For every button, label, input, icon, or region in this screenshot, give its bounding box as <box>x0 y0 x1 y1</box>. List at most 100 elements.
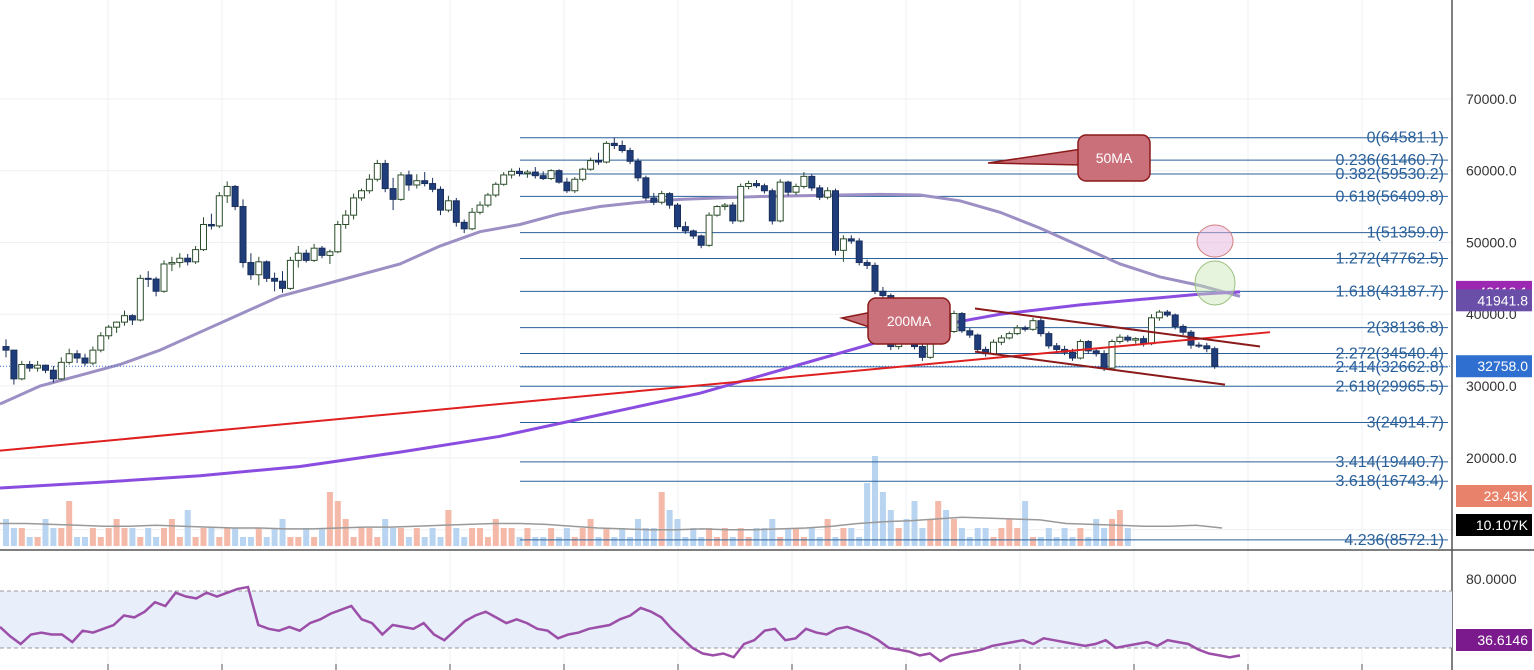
candle-body <box>1132 338 1140 341</box>
candle-body <box>1005 333 1013 339</box>
candle-body <box>381 162 389 190</box>
candle-body <box>271 277 279 282</box>
volume-bar <box>840 528 847 546</box>
candle-body <box>721 204 729 208</box>
candle-body <box>358 190 365 199</box>
volume-bar <box>453 528 460 546</box>
volume-bar <box>263 537 270 546</box>
candle-body <box>958 313 966 332</box>
price-tick-label: 20000.0 <box>1466 450 1517 466</box>
candle-body <box>318 247 326 256</box>
candle-body <box>136 277 144 321</box>
rsi-tag: 36.6146 <box>1477 632 1528 648</box>
candle-body <box>294 252 302 261</box>
candle-body <box>81 357 89 364</box>
candle-body <box>966 330 974 336</box>
volume-bar <box>224 528 231 546</box>
candle-body <box>42 364 49 371</box>
candles <box>2 137 1219 385</box>
candle-body <box>618 145 626 152</box>
volume-bar <box>1101 528 1108 546</box>
volume-bar <box>66 501 73 546</box>
volume-bar <box>1037 537 1044 546</box>
volume-bar <box>34 537 41 546</box>
candle-body <box>974 334 982 350</box>
candle-body <box>350 197 358 216</box>
candle-body <box>863 262 871 266</box>
volume-bar <box>1022 501 1029 546</box>
volume-bar <box>437 537 444 546</box>
volume-bar <box>18 528 25 546</box>
volume-bar <box>1109 519 1115 546</box>
candle-body <box>1100 353 1108 369</box>
volume-bar <box>247 537 254 546</box>
fib-label: 1.618(43187.7) <box>1335 283 1444 300</box>
volume-bar <box>548 528 555 546</box>
volume-bar <box>887 510 894 546</box>
candle-body <box>587 160 595 170</box>
candle-body <box>1203 345 1211 350</box>
volume-bar <box>334 501 341 546</box>
volume-bar <box>1006 519 1013 546</box>
candle-body <box>563 181 571 192</box>
volume-bar <box>808 528 815 546</box>
volume-bar <box>895 528 902 546</box>
volume-bar <box>492 519 499 546</box>
candle-body <box>1053 345 1061 350</box>
volume-bar <box>129 528 136 546</box>
volume-bar <box>82 537 88 546</box>
candle-body <box>950 313 958 332</box>
volume-bar <box>1116 510 1123 546</box>
volume-bar <box>287 537 294 546</box>
candle-body <box>555 170 563 183</box>
volume-bar <box>461 537 468 546</box>
candle-body <box>413 180 421 186</box>
fib-label: 2.272(34540.4) <box>1335 345 1444 362</box>
fib-retracement: 0(64581.1) 0.236(61460.7)0.382(59530.2) 0.… <box>520 130 1448 549</box>
volume-bar <box>785 528 792 546</box>
volume-bar <box>413 528 420 546</box>
rsi-line <box>0 585 1241 663</box>
volume-bar <box>216 537 223 546</box>
volume-bar <box>563 528 570 546</box>
candle-body <box>437 188 444 211</box>
candle-body <box>263 261 271 279</box>
volume-bar <box>595 537 602 546</box>
volume-bar <box>1124 528 1131 546</box>
candle-body <box>373 162 381 180</box>
volume-bar <box>200 528 207 546</box>
candle-body <box>389 188 397 200</box>
volume-bar <box>1014 528 1021 546</box>
candle-body <box>239 206 247 264</box>
volume-bar <box>421 537 428 546</box>
candle-body <box>705 214 713 246</box>
fib-label: 1.272(47762.5) <box>1335 251 1444 268</box>
volume-bar <box>74 537 81 546</box>
candle-body <box>1171 314 1179 327</box>
trendlines <box>0 224 1271 452</box>
volume-bar <box>358 528 365 546</box>
volume-bar <box>571 537 578 546</box>
volume-bar <box>382 519 389 546</box>
candle-body <box>429 183 437 190</box>
candle-body <box>1124 336 1132 341</box>
candle-body <box>595 160 602 163</box>
candle-body <box>713 206 721 216</box>
candle-body <box>547 170 555 180</box>
candle-body <box>310 247 318 261</box>
volume-bar <box>405 537 412 546</box>
candle-body <box>231 185 239 208</box>
candle-body <box>334 223 342 253</box>
candle-body <box>279 280 286 289</box>
volume-bar <box>753 528 760 546</box>
candle-body <box>397 174 405 200</box>
candle-body <box>460 221 468 230</box>
volume-bar <box>42 519 49 546</box>
candle-body <box>571 178 579 192</box>
fib-label: 0.236(61460.7) <box>1335 152 1444 169</box>
fib-label: 2.618(29965.5) <box>1335 378 1444 395</box>
volume-bar <box>627 537 634 546</box>
volume-bar <box>192 537 199 546</box>
volume-bar <box>184 510 191 546</box>
